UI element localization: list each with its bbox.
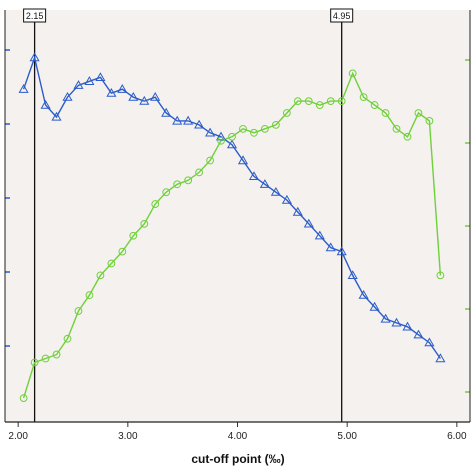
series-2-point bbox=[184, 176, 193, 185]
series-2-point bbox=[151, 200, 160, 208]
series-2-point bbox=[217, 136, 225, 145]
series-1-point bbox=[117, 83, 128, 93]
series-1-point bbox=[172, 115, 183, 125]
series-2-point bbox=[381, 109, 390, 117]
series-line-1 bbox=[22, 55, 441, 359]
series-2-point bbox=[195, 168, 204, 177]
series-2-point bbox=[261, 124, 269, 133]
x-tick-label: 2.00 bbox=[8, 431, 28, 442]
series-1-point bbox=[205, 127, 216, 137]
series-1-point bbox=[424, 337, 435, 347]
series-1-point bbox=[314, 230, 325, 240]
x-tick-label: 6.00 bbox=[447, 431, 467, 442]
series-1-point bbox=[435, 353, 446, 363]
series-1-point bbox=[139, 95, 150, 105]
series-2-point bbox=[52, 350, 61, 359]
series-1-point bbox=[281, 194, 292, 204]
series-2-point bbox=[425, 117, 434, 125]
series-2-point bbox=[107, 259, 116, 268]
x-axis-ticks: 2.00 3.00 4.00 5.00 6.00 bbox=[8, 422, 467, 442]
series-1-point bbox=[215, 131, 227, 141]
series-2-point bbox=[304, 97, 313, 106]
series-1-point bbox=[358, 289, 369, 299]
series-1-point bbox=[194, 119, 205, 129]
x-axis-title: cut-off point (‰) bbox=[191, 452, 284, 466]
series-2-point bbox=[315, 101, 324, 109]
series-1-point bbox=[95, 72, 106, 81]
series-1-point bbox=[248, 171, 260, 180]
series-1-point bbox=[292, 206, 303, 216]
series-2-point bbox=[370, 101, 379, 109]
series-1-point bbox=[303, 218, 314, 228]
x-tick-label: 3.00 bbox=[118, 431, 138, 442]
series-2-point bbox=[30, 358, 39, 367]
series-2-point bbox=[403, 132, 412, 141]
series-2-point bbox=[348, 69, 357, 78]
series-2-point bbox=[337, 97, 346, 106]
series-2-point bbox=[96, 271, 105, 280]
reference-line-label: 4.95 bbox=[333, 11, 351, 21]
series-1-point bbox=[369, 301, 380, 311]
series-1-point bbox=[380, 313, 391, 323]
series-2-point bbox=[282, 109, 291, 117]
series-2-point bbox=[85, 291, 94, 300]
series-2-point bbox=[63, 334, 72, 343]
series-1-point bbox=[391, 317, 402, 327]
series-1-point bbox=[18, 83, 29, 93]
series-1-point bbox=[325, 242, 336, 252]
series-2-point bbox=[436, 271, 445, 280]
series-lines bbox=[22, 55, 442, 399]
reference-lines: 2.15 4.95 bbox=[23, 8, 354, 422]
series-1-point bbox=[106, 87, 117, 97]
series-2-point bbox=[293, 97, 302, 106]
series-1-point bbox=[183, 115, 194, 125]
series-1-point bbox=[29, 52, 40, 62]
series-2-point bbox=[162, 188, 171, 197]
series-1-point bbox=[413, 329, 424, 339]
series-2-point bbox=[129, 231, 138, 240]
series-1-point bbox=[336, 246, 347, 256]
series-2-point bbox=[74, 307, 83, 315]
series-2-point bbox=[41, 354, 50, 363]
series-2-point bbox=[239, 124, 247, 133]
series-markers bbox=[18, 52, 446, 403]
series-1-point bbox=[40, 99, 51, 109]
series-1-point bbox=[73, 80, 84, 89]
series-1-point bbox=[259, 179, 270, 188]
series-2-point bbox=[250, 128, 258, 137]
reference-line-label-box bbox=[330, 8, 354, 23]
series-2-point bbox=[414, 109, 423, 117]
series-1-point bbox=[128, 91, 139, 101]
x-tick-label: 5.00 bbox=[337, 431, 357, 442]
series-2-point bbox=[206, 156, 214, 165]
series-2-point bbox=[359, 93, 368, 102]
series-1-point bbox=[62, 91, 73, 101]
x-tick-label: 4.00 bbox=[228, 431, 248, 442]
series-1-point bbox=[51, 111, 62, 121]
series-2-point bbox=[19, 394, 28, 403]
series-1-point bbox=[347, 270, 358, 279]
series-1-point bbox=[150, 91, 161, 101]
series-2-point bbox=[173, 180, 182, 189]
series-2-point bbox=[228, 132, 236, 141]
series-2-point bbox=[118, 247, 127, 256]
reference-line-label-box bbox=[23, 8, 47, 23]
series-2-point bbox=[326, 97, 335, 106]
reference-line-label: 2.15 bbox=[26, 11, 44, 21]
series-1-point bbox=[226, 139, 238, 149]
series-1-point bbox=[270, 186, 281, 196]
left-axis-ticks bbox=[5, 49, 10, 347]
series-1-point bbox=[402, 321, 413, 331]
series-1-point bbox=[84, 76, 95, 85]
right-axis-ticks bbox=[465, 59, 470, 393]
plot-area bbox=[5, 10, 470, 422]
series-2-point bbox=[392, 124, 401, 133]
series-2-point bbox=[140, 219, 149, 228]
series-1-point bbox=[161, 107, 172, 117]
series-1-point bbox=[237, 155, 249, 165]
series-line-2 bbox=[22, 71, 442, 399]
series-2-point bbox=[271, 120, 280, 129]
